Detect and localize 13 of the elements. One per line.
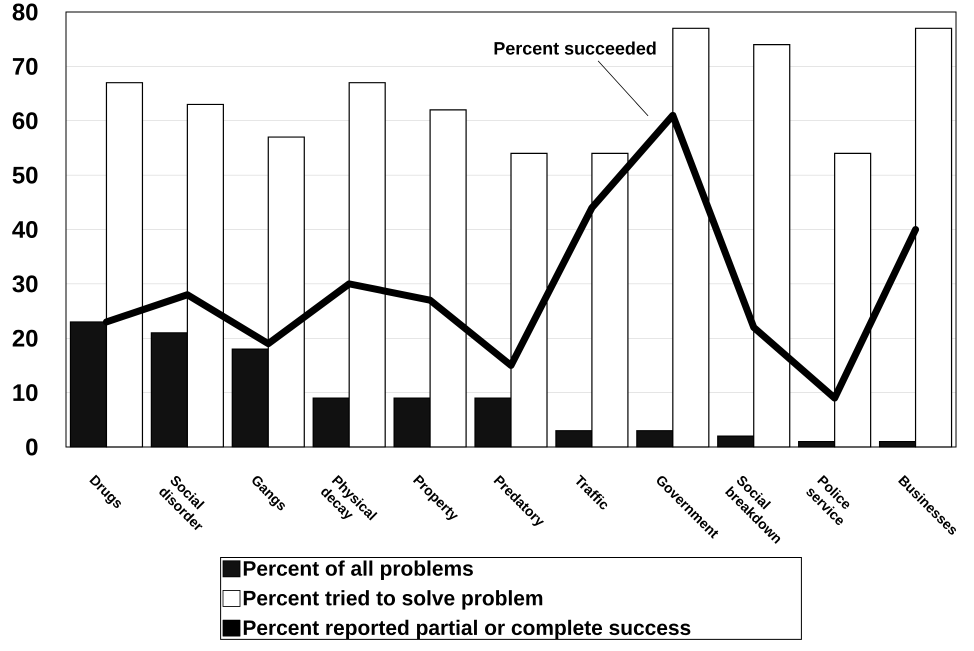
y-tick-label: 40 bbox=[12, 221, 38, 238]
y-tick-label: 20 bbox=[12, 330, 38, 347]
y-tick-label: 30 bbox=[12, 275, 38, 292]
y-tick-label: 0 bbox=[26, 438, 38, 456]
y-tick-label: 60 bbox=[12, 112, 38, 130]
legend-label: Percent of all problems bbox=[244, 560, 473, 580]
legend-label: Percent reported partial or complete success bbox=[244, 620, 690, 640]
y-tick-label: 80 bbox=[12, 4, 38, 20]
y-tick-label: 50 bbox=[12, 166, 38, 184]
legend-label: Percent tried to solve problem bbox=[244, 590, 542, 610]
annotation: Percent succeeded bbox=[494, 42, 656, 55]
y-tick-label: 70 bbox=[12, 58, 38, 75]
y-tick-label: 10 bbox=[13, 384, 38, 402]
